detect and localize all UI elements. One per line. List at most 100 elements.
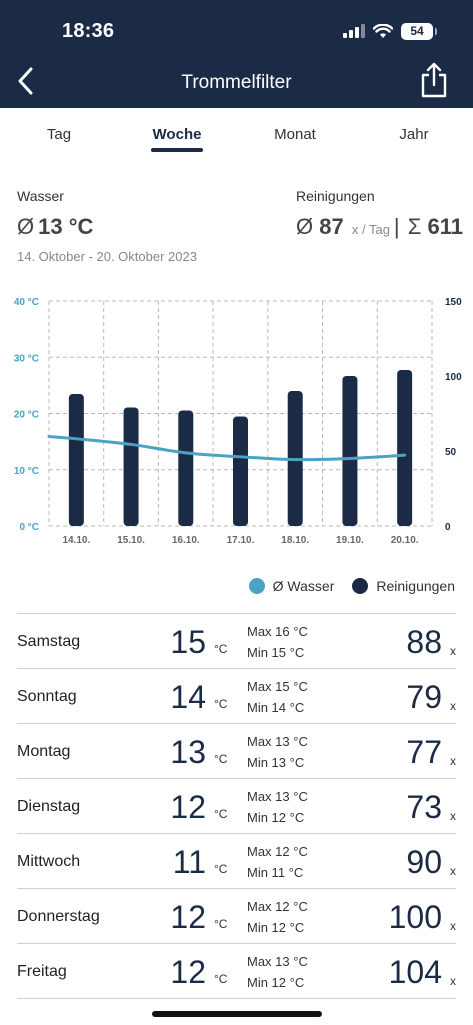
max-temperature: Max 13 °C (247, 789, 308, 804)
x-axis-tick-label: 17.10. (227, 535, 255, 546)
x-axis-tick-label: 15.10. (117, 535, 145, 546)
water-average-value: 13 °C (38, 214, 94, 239)
average-symbol: Ø (296, 214, 314, 239)
count-unit: x (450, 864, 456, 878)
line-wasser (47, 435, 407, 462)
period-tabs: Tag Woche Monat Jahr (0, 108, 473, 158)
left-axis-tick-label: 40 °C (14, 297, 39, 308)
tab-monat[interactable]: Monat (274, 126, 316, 143)
status-time: 18:36 (62, 20, 115, 42)
day-name: Mittwoch (17, 853, 81, 870)
day-name: Samstag (17, 633, 81, 650)
right-axis-tick-label: 150 (445, 297, 462, 308)
legend-item-water: Ø Wasser (248, 578, 335, 594)
day-name: Dienstag (17, 798, 81, 815)
left-axis-tick-label: 10 °C (14, 466, 39, 477)
min-temperature: Min 12 °C (247, 920, 305, 935)
day-name: Montag (17, 743, 71, 760)
water-average: Ø 13 °C (17, 214, 93, 240)
active-tab-indicator (151, 148, 203, 152)
temperature-unit: °C (214, 642, 228, 656)
cleaning-count: 104 (388, 954, 442, 990)
min-temperature: Min 15 °C (247, 645, 305, 660)
day-name: Sonntag (17, 688, 77, 705)
date-range: 14. Oktober - 20. Oktober 2023 (17, 249, 197, 264)
min-temperature: Min 12 °C (247, 975, 305, 990)
max-temperature: Max 16 °C (247, 624, 308, 639)
legend-dot-cleanings (352, 578, 369, 594)
tab-jahr[interactable]: Jahr (399, 126, 429, 143)
day-temperature: 11 (172, 844, 206, 880)
max-temperature: Max 13 °C (247, 734, 308, 749)
table-row: Mittwoch 11 °C Max 12 °C Min 11 °C 90 x (17, 834, 456, 889)
cleanings-average-unit: x / Tag (351, 222, 390, 237)
day-temperature: 15 (170, 624, 206, 660)
max-temperature: Max 15 °C (247, 679, 308, 694)
min-temperature: Min 12 °C (247, 810, 305, 825)
right-axis-tick-label: 100 (445, 372, 462, 383)
weekly-chart: 0 °C 10 °C 20 °C 30 °C 40 °C 0 50 100 150 14.10. 1… (14, 297, 462, 546)
max-temperature: Max 12 °C (247, 844, 308, 859)
cleaning-count: 73 (406, 789, 442, 825)
right-axis-tick-label: 50 (445, 447, 457, 458)
count-unit: x (450, 644, 456, 658)
temperature-unit: °C (214, 917, 228, 931)
table-row: Donnerstag 12 °C Max 12 °C Min 12 °C 100 x (17, 889, 456, 944)
chart-legend: Ø Wasser Reinigungen (248, 578, 455, 594)
count-unit: x (450, 699, 456, 713)
right-axis-tick-label: 0 (445, 522, 451, 533)
table-row: Sonntag 14 °C Max 15 °C Min 14 °C 79 x (17, 669, 456, 724)
signal-icon (343, 24, 365, 38)
cleanings-summary: Ø 87 x / Tag | Σ 611 (296, 214, 463, 240)
temperature-unit: °C (214, 752, 228, 766)
battery-icon: 54 (401, 22, 437, 40)
left-axis-tick-label: 20 °C (14, 410, 39, 421)
max-temperature: Max 13 °C (247, 954, 308, 969)
min-temperature: Min 13 °C (247, 755, 305, 770)
temperature-unit: °C (214, 972, 228, 986)
bar-reinigungen (123, 407, 139, 526)
min-temperature: Min 14 °C (247, 700, 305, 715)
day-name: Freitag (17, 963, 67, 980)
chevron-left-icon (18, 67, 33, 95)
table-row: Montag 13 °C Max 13 °C Min 13 °C 77 x (17, 724, 456, 779)
bar-reinigungen (233, 416, 248, 526)
cleaning-count: 90 (406, 844, 442, 880)
tab-woche[interactable]: Woche (152, 126, 202, 143)
day-temperature: 12 (170, 899, 206, 935)
x-axis-tick-label: 18.10. (281, 535, 309, 546)
status-icons: 54 (343, 20, 437, 42)
sum-symbol: Σ (407, 214, 422, 239)
temperature-unit: °C (214, 862, 228, 876)
table-row: Freitag 12 °C Max 13 °C Min 12 °C 104 x (17, 944, 456, 999)
share-button[interactable] (419, 60, 449, 100)
back-button[interactable] (10, 64, 40, 98)
table-row: Samstag 15 °C Max 16 °C Min 15 °C 88 x (17, 614, 456, 669)
left-axis-tick-label: 0 °C (19, 522, 39, 533)
count-unit: x (450, 974, 456, 988)
cleaning-count: 79 (406, 679, 442, 715)
tab-tag[interactable]: Tag (46, 126, 72, 143)
x-axis-tick-label: 16.10. (172, 535, 200, 546)
count-unit: x (450, 754, 456, 768)
home-indicator (152, 1011, 322, 1017)
separator: | (393, 214, 400, 239)
day-temperature: 14 (170, 679, 206, 715)
app-header: 18:36 54 Trommelfilter (0, 0, 473, 108)
day-temperature: 12 (170, 789, 206, 825)
page-title: Trommelfilter (181, 72, 292, 93)
left-axis-tick-label: 30 °C (14, 353, 39, 364)
legend-label-water: Ø Wasser (272, 578, 335, 594)
share-icon (421, 62, 447, 98)
bar-reinigungen (397, 370, 413, 526)
cleaning-count: 100 (388, 899, 442, 935)
average-symbol: Ø (17, 214, 35, 239)
battery-level: 54 (410, 24, 424, 38)
max-temperature: Max 12 °C (247, 899, 308, 914)
temperature-unit: °C (214, 807, 228, 821)
legend-dot-water (248, 578, 265, 594)
bar-reinigungen (68, 394, 84, 526)
temperature-unit: °C (214, 697, 228, 711)
cleanings-average-value: 87 (319, 214, 344, 239)
cleaning-count: 77 (406, 734, 442, 770)
